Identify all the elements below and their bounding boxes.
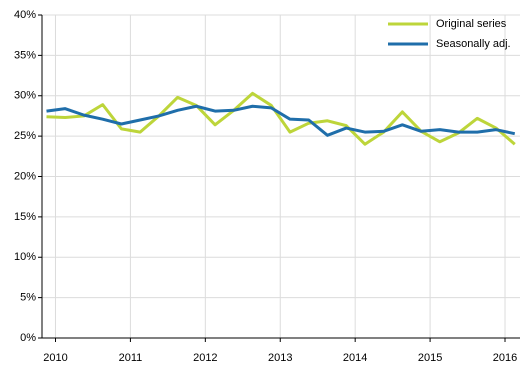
legend-label: Original series — [436, 18, 507, 30]
x-tick-label: 2011 — [119, 352, 143, 364]
x-tick-label: 2013 — [268, 352, 292, 364]
y-tick-label: 20% — [14, 170, 36, 182]
x-tick-label: 2014 — [343, 352, 367, 364]
x-tick-label: 2012 — [193, 352, 217, 364]
y-tick-label: 15% — [14, 211, 36, 223]
legend-label: Seasonally adj. — [436, 38, 511, 50]
series-line — [46, 104, 516, 137]
y-tick-label: 0% — [20, 332, 36, 344]
series-line — [46, 91, 516, 146]
y-tick-label: 10% — [14, 251, 36, 263]
y-tick-label: 30% — [14, 90, 36, 102]
y-tick-label: 35% — [14, 49, 36, 61]
x-tick-label: 2015 — [418, 352, 442, 364]
x-tick-label: 2010 — [43, 352, 67, 364]
y-tick-label: 25% — [14, 130, 36, 142]
x-tick-label: 2016 — [493, 352, 517, 364]
y-tick-label: 40% — [14, 9, 36, 21]
y-tick-label: 5% — [20, 292, 36, 304]
